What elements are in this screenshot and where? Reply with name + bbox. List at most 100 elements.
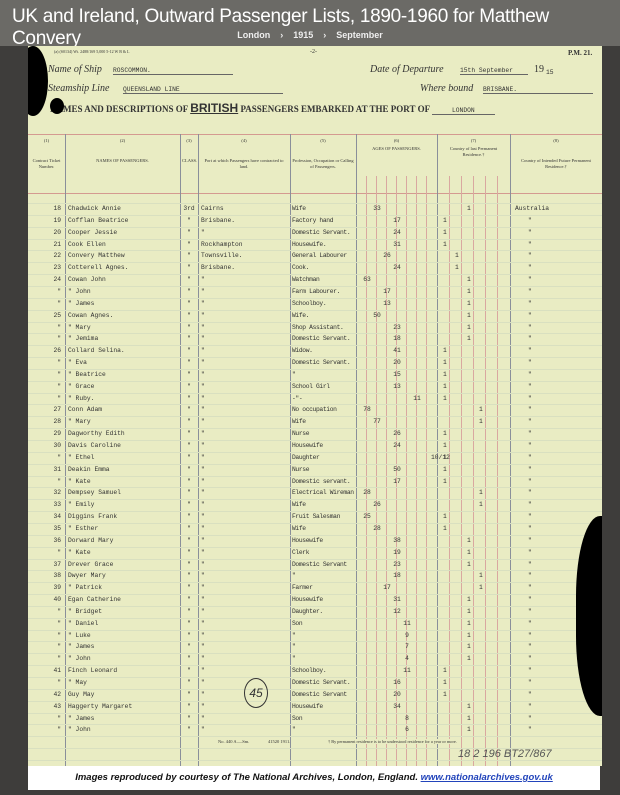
age: 17	[383, 584, 391, 592]
port-of-landing: "	[201, 572, 205, 580]
column-header: Port at which Passengers have contracted…	[204, 158, 284, 169]
passenger-name: Egan Catherine	[68, 596, 121, 604]
future-residence: "	[528, 347, 532, 355]
subcolumn-rule	[376, 176, 377, 766]
ticket-number: 18	[53, 205, 61, 212]
age: 77	[373, 418, 381, 426]
future-residence: "	[528, 679, 532, 686]
age: 41	[393, 347, 401, 355]
class: "	[187, 643, 191, 651]
age: 8	[405, 714, 409, 722]
torn-edge	[50, 98, 64, 114]
age: 19	[393, 548, 401, 556]
port-of-landing: "	[201, 347, 205, 355]
port-of-landing: Brisbane.	[201, 264, 236, 272]
breadcrumb-london[interactable]: London	[237, 30, 271, 40]
class: "	[187, 477, 191, 485]
residence-mark: 1	[467, 714, 471, 722]
port-of-landing: Rockhampton	[201, 240, 243, 248]
passenger-name: Dempsey Samuel	[68, 489, 121, 497]
occupation: Wife	[292, 524, 306, 532]
class: "	[187, 572, 191, 580]
residence-mark: 1	[455, 252, 459, 260]
age: 13	[383, 299, 391, 307]
occupation: Schoolboy.	[292, 667, 327, 675]
future-residence: "	[528, 619, 532, 627]
subcolumn-rule	[473, 176, 474, 766]
age: 4	[405, 655, 409, 663]
future-residence: "	[528, 477, 532, 485]
port-of-landing: "	[201, 631, 205, 639]
future-residence: "	[528, 584, 532, 592]
ticket-number: "	[57, 655, 61, 663]
subcolumn-rule	[366, 176, 367, 766]
row-rule	[28, 262, 602, 264]
class: "	[187, 560, 191, 568]
residence-mark: 1	[467, 643, 471, 651]
breadcrumb-1915[interactable]: 1915	[293, 30, 314, 40]
ticket-number: "	[57, 287, 61, 295]
passenger-name: " Jemima	[68, 335, 99, 343]
residence-mark: 1	[467, 299, 471, 307]
residence-mark: 1	[443, 394, 447, 402]
occupation: Nurse	[292, 430, 310, 438]
column-rule	[65, 134, 66, 766]
record-title: UK and Ireland, Outward Passenger Lists,…	[12, 6, 549, 49]
passenger-name: " James	[68, 299, 95, 307]
column-number: (7)	[470, 138, 477, 143]
occupation: Clerk	[292, 548, 310, 556]
port-of-landing: "	[201, 418, 205, 426]
column-rule	[180, 134, 181, 766]
residence-mark: 1	[479, 418, 483, 426]
row-rule	[28, 748, 602, 750]
row-rule	[28, 688, 602, 690]
future-residence: "	[528, 240, 532, 248]
passenger-name: Cofflan Beatrice	[68, 216, 129, 224]
ship-name: ROSCOMMON.	[113, 67, 233, 75]
port-of-landing: "	[201, 726, 205, 734]
ticket-number: 19	[53, 216, 61, 224]
age: 11	[403, 619, 411, 627]
occupation: Domestic Servant.	[292, 359, 351, 367]
breadcrumb-separator: ›	[280, 30, 284, 40]
breadcrumb-september[interactable]: September	[336, 30, 383, 40]
age: 28	[373, 524, 381, 532]
archives-link[interactable]: www.nationalarchives.gov.uk	[420, 772, 553, 783]
row-rule	[28, 463, 602, 465]
ticket-number: 34	[53, 513, 61, 521]
residence-mark: 1	[467, 311, 471, 319]
residence-mark: 1	[455, 264, 459, 272]
age: 24	[393, 264, 401, 272]
port-of-landing: Townsville.	[201, 252, 243, 260]
occupation: "	[292, 370, 296, 378]
age: 26	[393, 430, 401, 438]
occupation: Schoolboy.	[292, 299, 327, 307]
residence-mark: 1	[443, 477, 447, 485]
class: "	[187, 631, 191, 639]
port-of-landing: "	[201, 311, 205, 319]
class: "	[187, 619, 191, 627]
row-rule	[28, 653, 602, 655]
port-of-landing: "	[201, 643, 205, 651]
row-rule	[28, 534, 602, 536]
column-header: AGES OF PASSENGERS.	[372, 146, 421, 151]
port-of-landing: "	[201, 430, 205, 438]
class: "	[187, 655, 191, 663]
residence-mark: 1	[467, 596, 471, 604]
future-residence: "	[528, 406, 532, 414]
class: "	[187, 584, 191, 592]
line-label: Steamship Line	[48, 83, 110, 94]
occupation: Farmer	[292, 584, 313, 592]
residence-mark: 1	[467, 726, 471, 734]
future-residence: "	[528, 714, 532, 722]
passenger-name: Collard Selina.	[68, 347, 125, 355]
class: "	[187, 524, 191, 532]
class: "	[187, 548, 191, 556]
row-rule	[28, 558, 602, 560]
passenger-name: " James	[68, 714, 95, 722]
port-of-landing: "	[201, 442, 205, 449]
ticket-number: 22	[53, 252, 61, 260]
row-rule	[28, 392, 602, 394]
passenger-name: " John	[68, 726, 91, 734]
passenger-name: " Mary	[68, 418, 91, 426]
